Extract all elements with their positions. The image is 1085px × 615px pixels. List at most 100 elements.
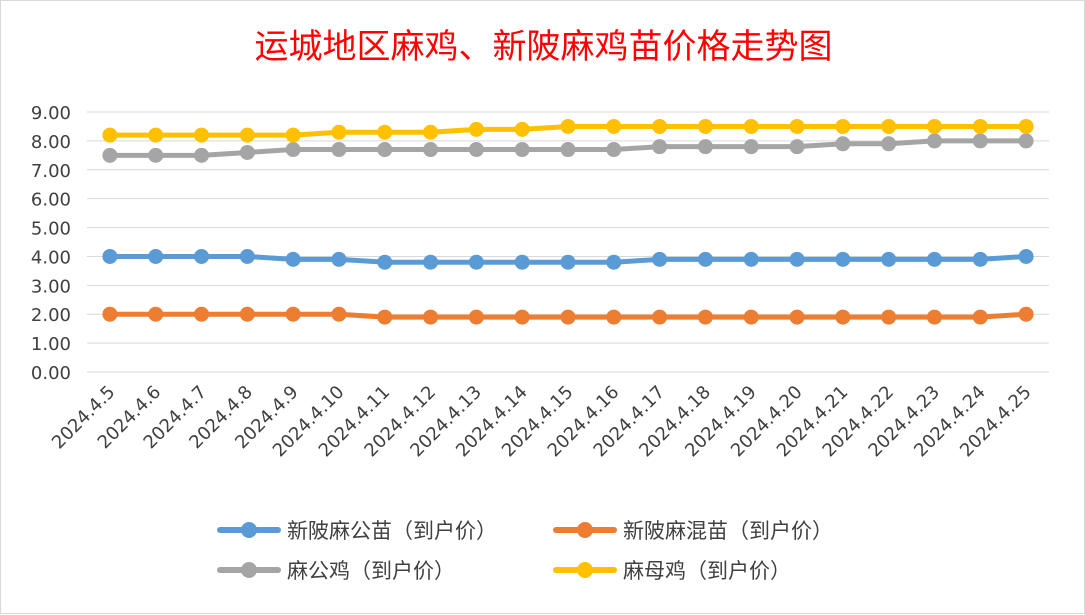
data-point[interactable] <box>743 139 759 155</box>
data-point[interactable] <box>652 118 668 134</box>
data-point[interactable] <box>1018 133 1034 149</box>
data-point[interactable] <box>972 133 988 149</box>
data-point[interactable] <box>926 133 942 149</box>
data-point[interactable] <box>194 127 210 143</box>
y-tick-label: 5.00 <box>31 219 71 240</box>
data-point[interactable] <box>377 309 393 325</box>
data-point[interactable] <box>102 306 118 322</box>
data-point[interactable] <box>331 251 347 267</box>
legend-swatch-series-4 <box>553 555 617 585</box>
data-point[interactable] <box>148 147 164 163</box>
data-point[interactable] <box>881 136 897 152</box>
data-point[interactable] <box>148 248 164 264</box>
data-point[interactable] <box>468 254 484 270</box>
data-point[interactable] <box>148 127 164 143</box>
data-point[interactable] <box>560 118 576 134</box>
data-point[interactable] <box>881 118 897 134</box>
data-point[interactable] <box>606 142 622 158</box>
data-point[interactable] <box>423 309 439 325</box>
data-point[interactable] <box>560 254 576 270</box>
data-point[interactable] <box>743 309 759 325</box>
legend-label: 麻母鸡（到户价） <box>623 559 791 583</box>
data-point[interactable] <box>560 142 576 158</box>
series-lines <box>102 118 1034 325</box>
legend-item-series-4[interactable]: 麻母鸡（到户价） <box>553 555 791 585</box>
y-tick-label: 2.00 <box>31 305 71 326</box>
data-point[interactable] <box>468 121 484 137</box>
y-tick-label: 4.00 <box>31 247 71 268</box>
series-3 <box>102 133 1034 163</box>
data-point[interactable] <box>972 251 988 267</box>
legend-item-series-1[interactable]: 新陂麻公苗（到户价） <box>217 515 497 545</box>
data-point[interactable] <box>1018 118 1034 134</box>
data-point[interactable] <box>285 251 301 267</box>
data-point[interactable] <box>194 248 210 264</box>
data-point[interactable] <box>926 251 942 267</box>
legend-swatch-series-3 <box>217 555 281 585</box>
data-point[interactable] <box>239 248 255 264</box>
data-point[interactable] <box>789 139 805 155</box>
data-point[interactable] <box>560 309 576 325</box>
data-point[interactable] <box>377 124 393 140</box>
data-point[interactable] <box>652 251 668 267</box>
data-point[interactable] <box>606 309 622 325</box>
data-point[interactable] <box>1018 306 1034 322</box>
data-point[interactable] <box>514 254 530 270</box>
data-point[interactable] <box>881 251 897 267</box>
data-point[interactable] <box>423 254 439 270</box>
data-point[interactable] <box>835 118 851 134</box>
legend-item-series-2[interactable]: 新陂麻混苗（到户价） <box>553 515 833 545</box>
data-point[interactable] <box>789 118 805 134</box>
data-point[interactable] <box>926 118 942 134</box>
data-point[interactable] <box>514 142 530 158</box>
y-tick-label: 9.00 <box>31 103 71 124</box>
data-point[interactable] <box>423 142 439 158</box>
data-point[interactable] <box>102 248 118 264</box>
data-point[interactable] <box>697 118 713 134</box>
data-point[interactable] <box>743 251 759 267</box>
data-point[interactable] <box>835 251 851 267</box>
data-point[interactable] <box>331 306 347 322</box>
data-point[interactable] <box>148 306 164 322</box>
data-point[interactable] <box>514 121 530 137</box>
data-point[interactable] <box>697 251 713 267</box>
data-point[interactable] <box>881 309 897 325</box>
data-point[interactable] <box>468 142 484 158</box>
data-point[interactable] <box>697 309 713 325</box>
data-point[interactable] <box>652 139 668 155</box>
data-point[interactable] <box>972 118 988 134</box>
data-point[interactable] <box>102 127 118 143</box>
data-point[interactable] <box>194 147 210 163</box>
data-point[interactable] <box>239 127 255 143</box>
data-point[interactable] <box>926 309 942 325</box>
data-point[interactable] <box>377 142 393 158</box>
data-point[interactable] <box>194 306 210 322</box>
data-point[interactable] <box>468 309 484 325</box>
legend-item-series-3[interactable]: 麻公鸡（到户价） <box>217 555 455 585</box>
legend-label: 麻公鸡（到户价） <box>287 559 455 583</box>
data-point[interactable] <box>285 142 301 158</box>
data-point[interactable] <box>331 124 347 140</box>
data-point[interactable] <box>239 306 255 322</box>
data-point[interactable] <box>789 309 805 325</box>
data-point[interactable] <box>606 118 622 134</box>
data-point[interactable] <box>423 124 439 140</box>
data-point[interactable] <box>652 309 668 325</box>
data-point[interactable] <box>285 306 301 322</box>
data-point[interactable] <box>972 309 988 325</box>
data-point[interactable] <box>835 309 851 325</box>
data-point[interactable] <box>377 254 393 270</box>
data-point[interactable] <box>835 136 851 152</box>
data-point[interactable] <box>606 254 622 270</box>
data-point[interactable] <box>789 251 805 267</box>
data-point[interactable] <box>331 142 347 158</box>
data-point[interactable] <box>743 118 759 134</box>
data-point[interactable] <box>102 147 118 163</box>
data-point[interactable] <box>285 127 301 143</box>
data-point[interactable] <box>1018 248 1034 264</box>
data-point[interactable] <box>239 144 255 160</box>
data-point[interactable] <box>514 309 530 325</box>
data-point[interactable] <box>697 139 713 155</box>
legend-swatch-series-1 <box>217 515 281 545</box>
